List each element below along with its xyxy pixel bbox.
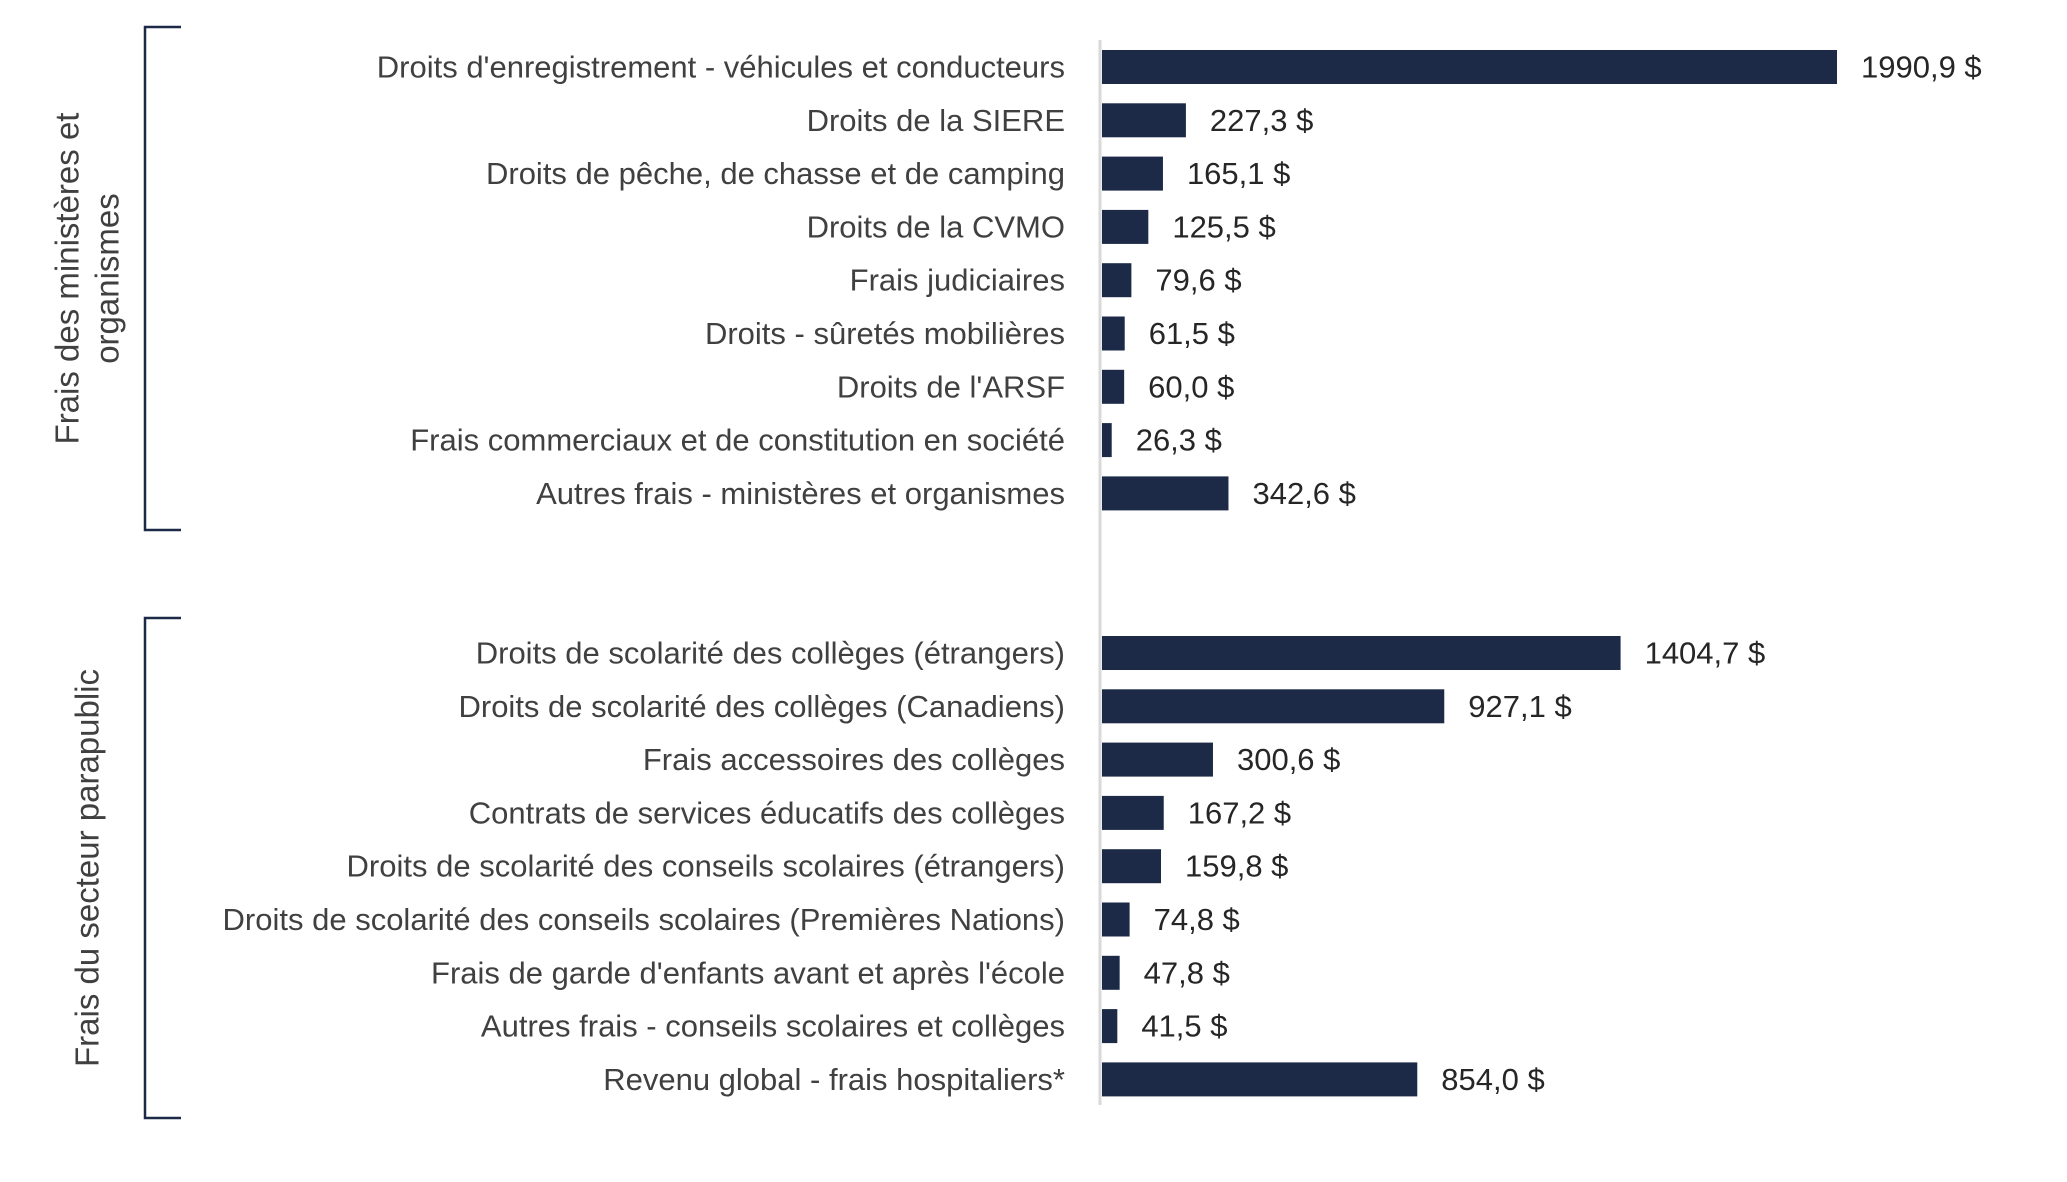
bar — [1102, 689, 1445, 724]
data-label: 61,5 $ — [1149, 316, 1235, 351]
group-label: Frais du secteur parapublic — [69, 669, 106, 1067]
bar — [1102, 742, 1213, 777]
data-label: 26,3 $ — [1136, 423, 1222, 458]
data-label: 47,8 $ — [1144, 955, 1230, 990]
bar — [1102, 849, 1161, 884]
group-label: Frais des ministères et — [49, 113, 86, 445]
group-label: organismes — [89, 193, 126, 364]
bar — [1102, 955, 1120, 990]
group-bracket — [143, 616, 181, 1120]
data-label: 927,1 $ — [1468, 689, 1571, 724]
data-label: 1990,9 $ — [1861, 50, 1982, 85]
data-label: 41,5 $ — [1141, 1009, 1227, 1044]
data-label: 342,6 $ — [1252, 476, 1355, 511]
bar — [1102, 476, 1229, 511]
data-label: 79,6 $ — [1155, 263, 1241, 298]
bar — [1102, 1062, 1418, 1097]
data-label: 125,5 $ — [1172, 209, 1275, 244]
bar — [1102, 369, 1125, 404]
category-label: Frais commerciaux et de constitution en … — [410, 423, 1065, 458]
category-label: Droits d'enregistrement - véhicules et c… — [377, 50, 1065, 85]
bar — [1102, 902, 1130, 937]
category-label: Droits de pêche, de chasse et de camping — [486, 156, 1065, 191]
category-label: Droits de la CVMO — [807, 209, 1065, 244]
data-label: 300,6 $ — [1237, 742, 1340, 777]
bar — [1102, 103, 1186, 138]
category-label: Contrats de services éducatifs des collè… — [469, 795, 1065, 830]
category-label: Frais de garde d'enfants avant et après … — [431, 955, 1065, 990]
data-label: 60,0 $ — [1148, 369, 1234, 404]
group-bracket — [143, 25, 181, 532]
bar — [1102, 209, 1149, 244]
bar — [1102, 263, 1132, 298]
category-label: Droits de l'ARSF — [837, 369, 1065, 404]
bar — [1102, 1009, 1118, 1044]
category-label: Revenu global - frais hospitaliers* — [603, 1062, 1065, 1097]
category-label: Droits de scolarité des conseils scolair… — [347, 849, 1065, 884]
category-label: Frais judiciaires — [850, 263, 1065, 298]
data-label: 165,1 $ — [1187, 156, 1290, 191]
category-label: Autres frais - ministères et organismes — [536, 476, 1065, 511]
category-label: Droits de la SIERE — [807, 103, 1065, 138]
category-label: Droits de scolarité des collèges (Canadi… — [458, 689, 1065, 724]
category-label: Droits de scolarité des collèges (étrang… — [476, 636, 1065, 671]
category-label: Frais accessoires des collèges — [643, 742, 1065, 777]
bar — [1102, 50, 1837, 84]
bar — [1102, 795, 1164, 830]
category-label: Autres frais - conseils scolaires et col… — [481, 1009, 1065, 1044]
data-label: 1404,7 $ — [1645, 636, 1766, 671]
category-label: Droits de scolarité des conseils scolair… — [223, 902, 1065, 937]
bar — [1102, 423, 1112, 458]
bar — [1102, 316, 1125, 351]
data-label: 227,3 $ — [1210, 103, 1313, 138]
data-label: 167,2 $ — [1188, 795, 1291, 830]
bar — [1102, 156, 1163, 191]
data-label: 854,0 $ — [1441, 1062, 1544, 1097]
bar — [1102, 636, 1621, 670]
data-label: 159,8 $ — [1185, 849, 1288, 884]
data-label: 74,8 $ — [1154, 902, 1240, 937]
category-label: Droits - sûretés mobilières — [705, 316, 1065, 351]
